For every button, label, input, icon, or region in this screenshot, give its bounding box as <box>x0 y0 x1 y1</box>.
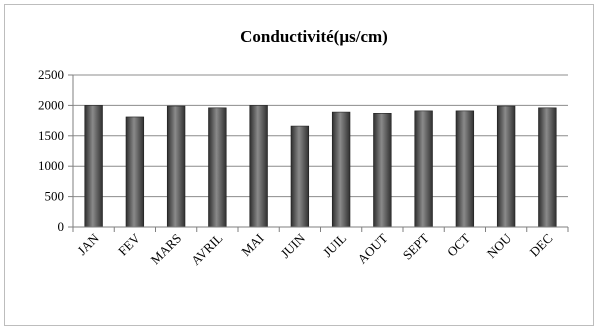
y-tick-label: 2500 <box>38 67 64 82</box>
bar-juil <box>331 111 351 228</box>
x-tick-label: AOUT <box>354 230 390 266</box>
bars <box>84 105 557 228</box>
y-tick-label: 500 <box>45 189 65 204</box>
bar-dec <box>538 107 557 228</box>
bar-oct <box>455 110 475 228</box>
y-tick-label: 0 <box>58 219 65 234</box>
y-tick-label: 1500 <box>38 128 64 143</box>
x-tick-label: MAI <box>238 231 266 259</box>
chart-title: Conductivité(µs/cm) <box>240 27 388 46</box>
x-tick-label: JUIL <box>320 230 350 260</box>
bar-nou <box>496 105 516 228</box>
x-tick-label: DEC <box>527 231 556 260</box>
y-tick-label: 2000 <box>38 97 64 112</box>
bar-jan <box>84 105 103 228</box>
bar-mai <box>249 105 268 228</box>
x-tick-label: SEPT <box>400 230 432 262</box>
x-tick-label: AVRIL <box>188 230 226 268</box>
x-tick-label: JAN <box>74 230 102 258</box>
x-tick-label: MARS <box>148 231 185 268</box>
x-axis: JAN FEV MARS AVRIL MAI JUIN JUIL AOUT SEPT OCT NOU… <box>72 226 569 268</box>
bar-mars <box>166 105 186 228</box>
y-axis: 0 500 1000 1500 2000 2500 <box>38 67 74 234</box>
x-tick-label: JUIN <box>277 230 308 261</box>
bar-juin <box>290 125 310 228</box>
bar-sept <box>414 110 433 228</box>
gridlines <box>73 74 568 228</box>
bar-aout <box>373 113 392 228</box>
y-tick-label: 1000 <box>38 158 64 173</box>
x-tick-label: OCT <box>444 230 473 259</box>
x-tick-label: FEV <box>115 230 143 258</box>
bar-avril <box>208 107 227 228</box>
bar-fev <box>125 116 145 228</box>
x-tick-label: NOU <box>484 230 515 261</box>
